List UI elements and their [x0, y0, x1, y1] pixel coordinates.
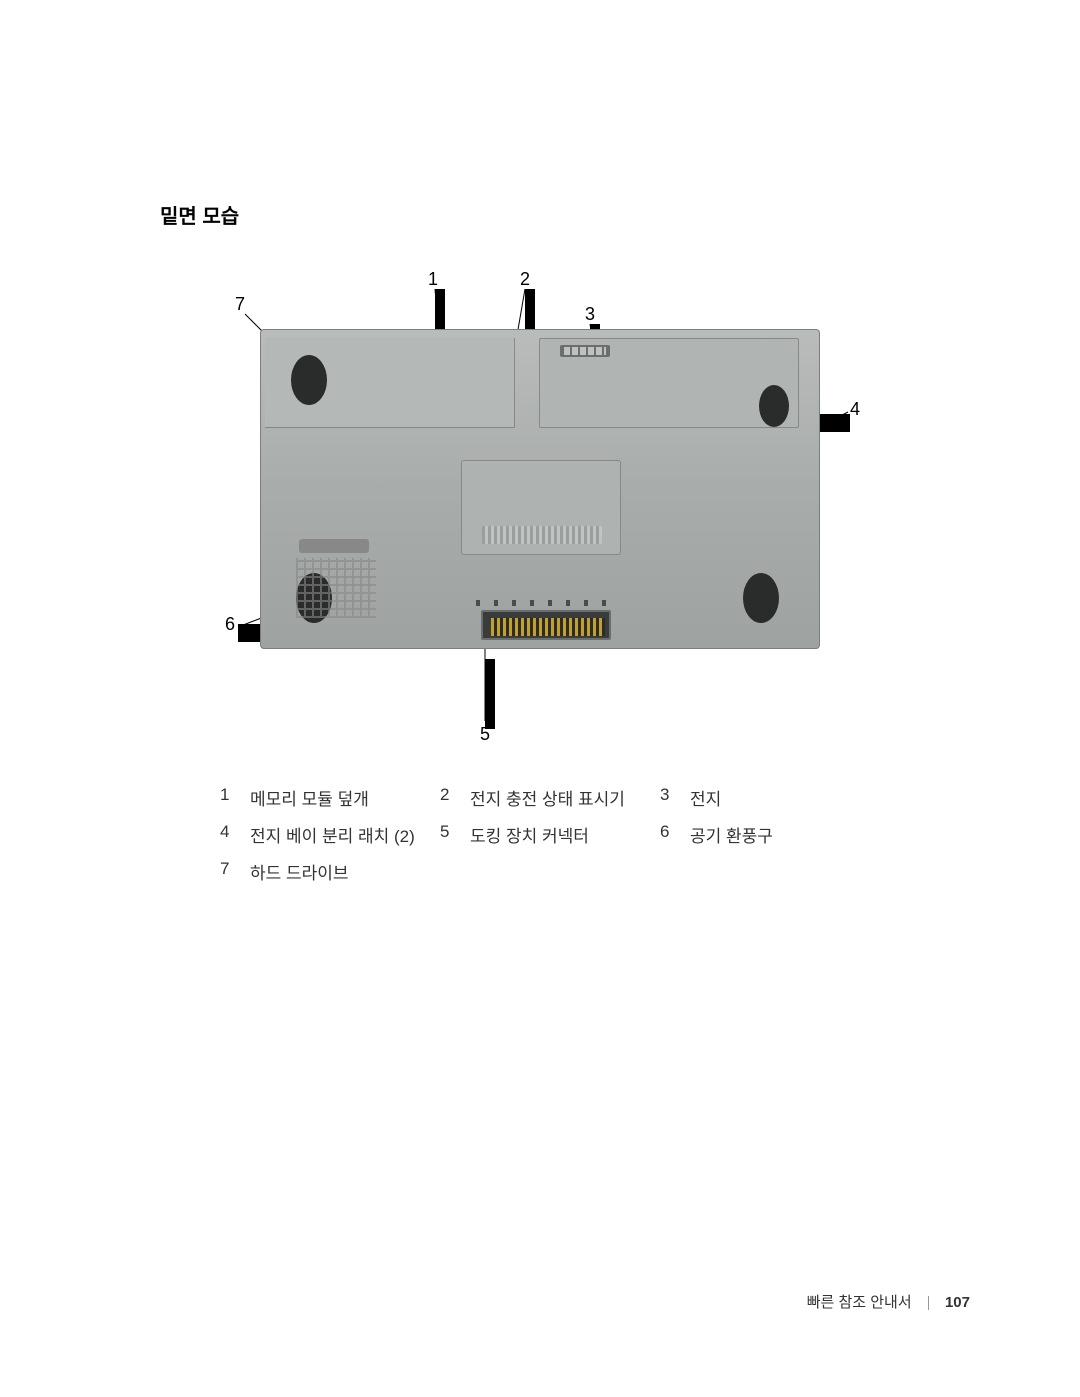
battery-charge-indicator [560, 345, 610, 357]
callout-num-7: 7 [235, 294, 245, 315]
dock-alignment-dots [476, 600, 616, 606]
legend-label: 전지 베이 분리 래치 (2) [250, 816, 440, 853]
legend-num: 7 [220, 853, 250, 890]
legend-num: 4 [220, 816, 250, 853]
legend-label: 메모리 모듈 덮개 [250, 779, 440, 816]
callout-num-4: 4 [850, 399, 860, 420]
bottom-view-diagram: 7 1 2 3 4 5 6 [160, 269, 920, 749]
legend-num: 6 [660, 816, 690, 853]
laptop-bottom-chassis [260, 329, 820, 649]
footer-label: 빠른 참조 안내서 [807, 1294, 912, 1311]
air-vent [296, 558, 376, 618]
section-title: 밑면 모습 [160, 200, 960, 229]
legend-label: 도킹 장치 커넥터 [470, 816, 660, 853]
legend-num: 2 [440, 779, 470, 816]
legend-num: 1 [220, 779, 250, 816]
table-row: 7 하드 드라이브 [220, 853, 880, 890]
docking-connector [481, 610, 611, 640]
legend-num: 5 [440, 816, 470, 853]
battery-release-latch [299, 539, 369, 553]
footer-separator [928, 1296, 929, 1310]
legend-label: 공기 환풍구 [690, 816, 880, 853]
table-row: 4 전지 베이 분리 래치 (2) 5 도킹 장치 커넥터 6 공기 환풍구 [220, 816, 880, 853]
rubber-foot [291, 355, 327, 405]
legend-label: 전지 충전 상태 표시기 [470, 779, 660, 816]
legend-num: 3 [660, 779, 690, 816]
callout-num-3: 3 [585, 304, 595, 325]
legend-table: 1 메모리 모듈 덮개 2 전지 충전 상태 표시기 3 전지 4 전지 베이 … [220, 779, 880, 890]
page-footer: 빠른 참조 안내서 107 [807, 1291, 970, 1312]
callout-num-1: 1 [428, 269, 438, 290]
table-row: 1 메모리 모듈 덮개 2 전지 충전 상태 표시기 3 전지 [220, 779, 880, 816]
rubber-foot [743, 573, 779, 623]
legend-label: 하드 드라이브 [250, 853, 440, 890]
page-number: 107 [945, 1294, 970, 1311]
callout-num-2: 2 [520, 269, 530, 290]
rubber-foot [759, 385, 789, 427]
memory-module-cover [461, 460, 621, 555]
callout-num-6: 6 [225, 614, 235, 635]
legend-label: 전지 [690, 779, 880, 816]
